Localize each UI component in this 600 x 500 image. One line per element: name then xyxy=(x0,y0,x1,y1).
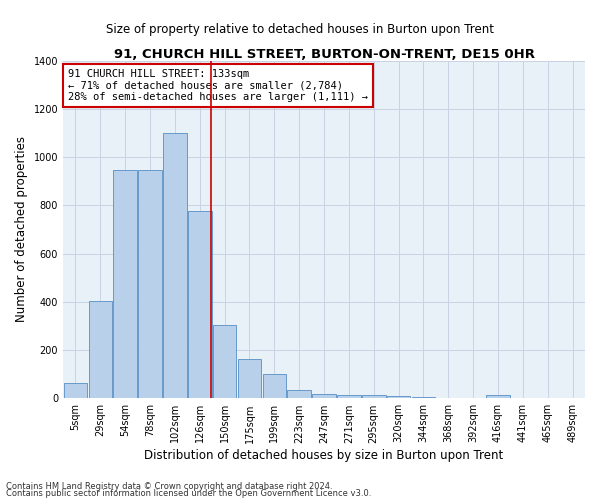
Bar xyxy=(486,396,510,398)
Text: Contains HM Land Registry data © Crown copyright and database right 2024.: Contains HM Land Registry data © Crown c… xyxy=(6,482,332,491)
Bar xyxy=(387,396,410,398)
Bar xyxy=(64,382,87,398)
Bar xyxy=(412,397,435,398)
Bar xyxy=(312,394,336,398)
Text: Contains public sector information licensed under the Open Government Licence v3: Contains public sector information licen… xyxy=(6,488,371,498)
Bar xyxy=(163,133,187,398)
Bar xyxy=(337,394,361,398)
Bar xyxy=(188,212,212,398)
Bar xyxy=(238,358,261,399)
Y-axis label: Number of detached properties: Number of detached properties xyxy=(15,136,28,322)
Text: Size of property relative to detached houses in Burton upon Trent: Size of property relative to detached ho… xyxy=(106,22,494,36)
Bar xyxy=(287,390,311,398)
Text: 91 CHURCH HILL STREET: 133sqm
← 71% of detached houses are smaller (2,784)
28% o: 91 CHURCH HILL STREET: 133sqm ← 71% of d… xyxy=(68,69,368,102)
Bar xyxy=(113,170,137,398)
Bar xyxy=(263,374,286,398)
Title: 91, CHURCH HILL STREET, BURTON-ON-TRENT, DE15 0HR: 91, CHURCH HILL STREET, BURTON-ON-TRENT,… xyxy=(113,48,535,60)
Bar xyxy=(362,394,386,398)
Bar xyxy=(213,324,236,398)
Bar xyxy=(89,300,112,398)
X-axis label: Distribution of detached houses by size in Burton upon Trent: Distribution of detached houses by size … xyxy=(145,450,503,462)
Bar xyxy=(138,170,162,398)
